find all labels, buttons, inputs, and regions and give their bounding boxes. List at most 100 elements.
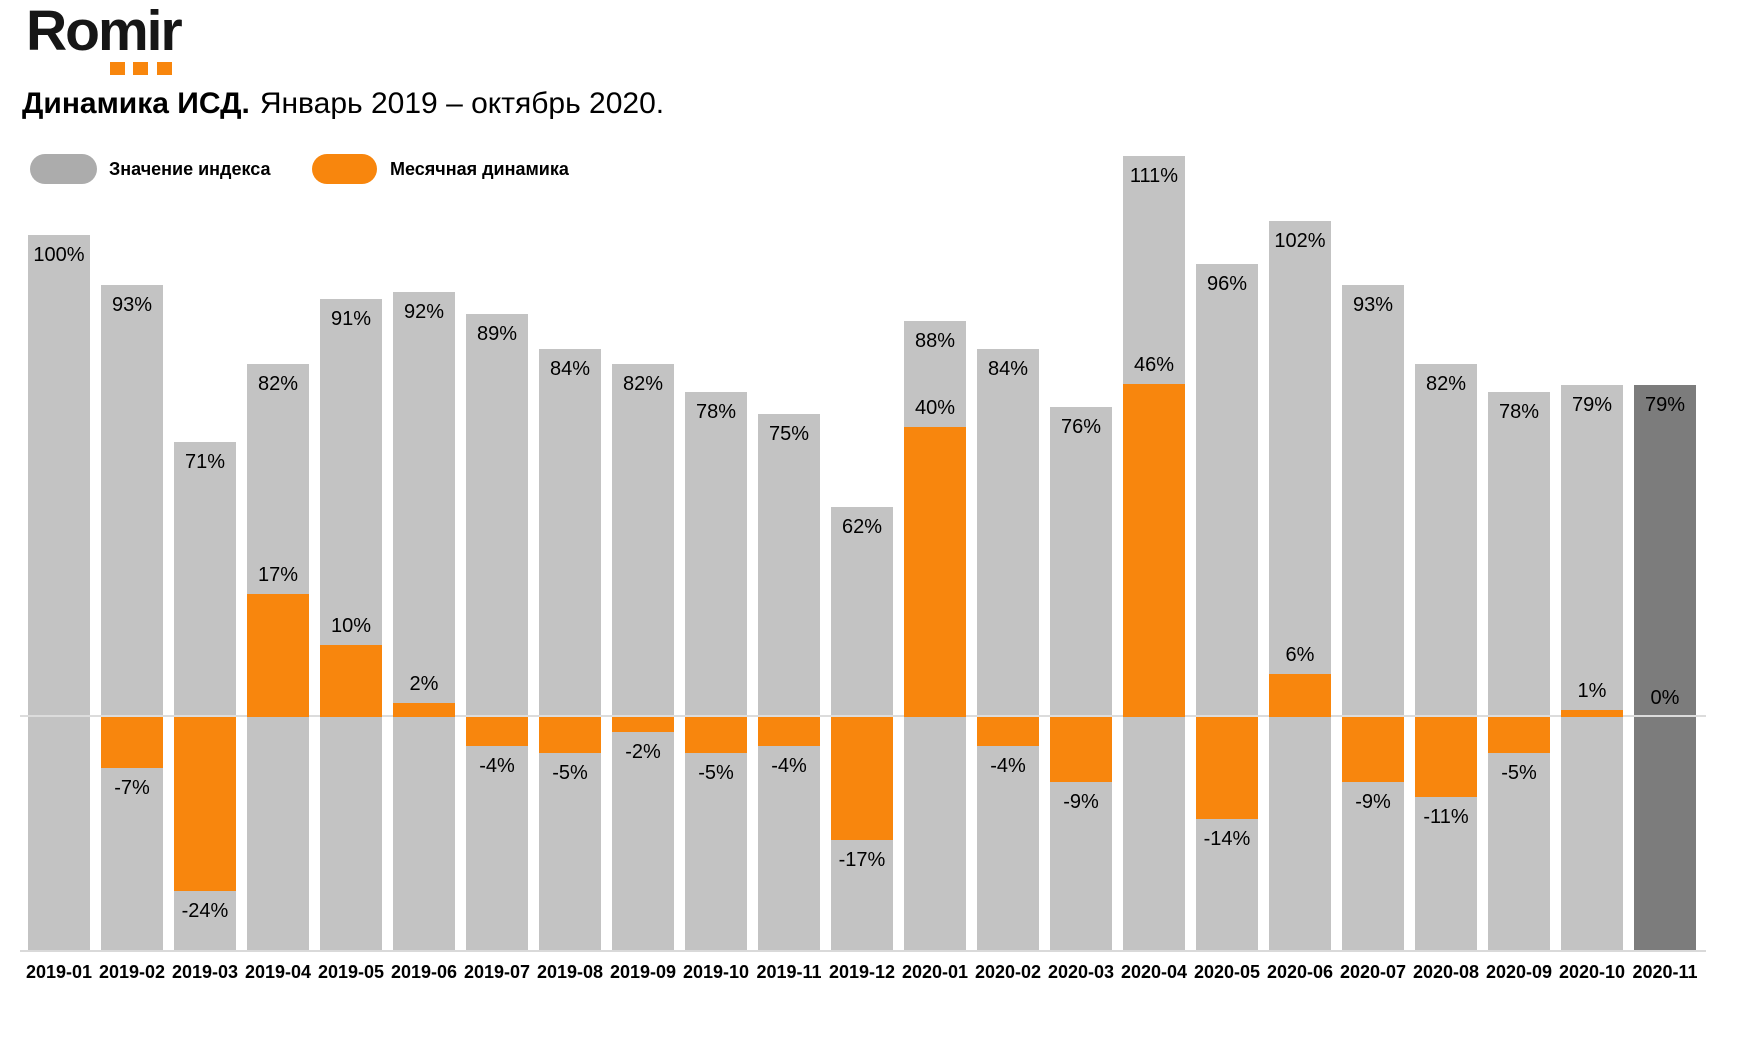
dynamics-bar	[612, 717, 674, 732]
index-bar	[28, 235, 90, 950]
dynamics-bar	[539, 717, 601, 754]
x-axis-label-2020-03: 2020-03	[1047, 962, 1115, 982]
title-period: Январь 2019 – октябрь 2020.	[259, 87, 665, 120]
x-axis-line	[20, 950, 1706, 952]
bar-column-2020-11: 79% 0% 2020-11	[1632, 0, 1698, 1000]
index-bar	[977, 349, 1039, 950]
romir-logo-dots-icon	[110, 62, 240, 76]
x-axis-label-2020-02: 2020-02	[974, 962, 1042, 982]
index-value-label: 78%	[695, 401, 737, 424]
dynamics-bar	[466, 717, 528, 746]
legend-index-label: Значение индекса	[109, 159, 271, 179]
dynamics-bar	[685, 717, 747, 754]
dynamics-value-label: 10%	[330, 614, 372, 637]
x-axis-label-2020-08: 2020-08	[1412, 962, 1480, 982]
dynamics-bar	[1415, 717, 1477, 797]
index-value-label: 62%	[841, 515, 883, 538]
index-value-label: 71%	[184, 451, 226, 474]
index-value-label: 82%	[622, 372, 664, 395]
index-bar	[393, 292, 455, 950]
dynamics-bar	[320, 644, 382, 717]
dynamics-value-label: 1%	[1577, 679, 1607, 702]
dynamics-value-label: -11%	[1423, 805, 1469, 828]
x-axis-label-2020-10: 2020-10	[1558, 962, 1626, 982]
index-bar	[466, 313, 528, 950]
dynamics-value-label: -5%	[552, 762, 588, 785]
index-bar	[320, 299, 382, 950]
dynamics-value-label: -5%	[1501, 762, 1537, 785]
x-axis-label-2019-12: 2019-12	[828, 962, 896, 982]
index-value-label: 102%	[1274, 229, 1326, 252]
dynamics-bar	[1050, 717, 1112, 783]
bar-column-2019-03: 71% -24% 2019-03	[172, 0, 238, 1000]
dynamics-bar	[977, 717, 1039, 746]
romir-logo: Romir	[26, 0, 286, 85]
index-bar	[1561, 385, 1623, 950]
dynamics-bar	[1561, 709, 1623, 717]
index-value-label: 79%	[1571, 394, 1613, 417]
dynamics-bar	[1488, 717, 1550, 754]
index-value-label: 92%	[403, 301, 445, 324]
x-axis-label-2019-06: 2019-06	[390, 962, 458, 982]
x-axis-label-2019-02: 2019-02	[98, 962, 166, 982]
index-value-label: 89%	[476, 322, 518, 345]
index-bar	[1196, 263, 1258, 950]
dynamics-value-label: 40%	[914, 397, 956, 419]
bar-column-2020-08: 82% -11% 2020-08	[1413, 0, 1479, 1000]
bar-column-2019-04: 82% 17% 2019-04	[245, 0, 311, 1000]
index-value-label: 79%	[1644, 394, 1686, 417]
x-axis-label-2020-05: 2020-05	[1193, 962, 1261, 982]
x-axis-label-2020-09: 2020-09	[1485, 962, 1553, 982]
dynamics-value-label: 6%	[1285, 643, 1315, 666]
dynamics-value-label: 2%	[409, 672, 439, 695]
dynamics-value-label: -5%	[698, 762, 734, 785]
dynamics-value-label: -17%	[838, 849, 886, 872]
bar-column-2020-09: 78% -5% 2020-09	[1486, 0, 1552, 1000]
page-title: Динамика ИСД. Январь 2019 – октябрь 2020.	[22, 84, 664, 124]
logo-dot-icon	[133, 62, 148, 75]
index-value-label: 82%	[257, 372, 299, 395]
bar-column-2020-10: 79% 1% 2020-10	[1559, 0, 1625, 1000]
title-main: Динамика ИСД.	[22, 87, 250, 120]
index-bar	[1415, 363, 1477, 950]
dynamics-bar	[831, 717, 893, 841]
index-value-label: 93%	[111, 294, 153, 317]
index-value-label: 88%	[914, 329, 956, 352]
legend-index-swatch	[30, 154, 97, 184]
dynamics-value-label: -14%	[1203, 827, 1251, 850]
index-bar	[758, 413, 820, 950]
dynamics-value-label: -2%	[625, 740, 661, 763]
index-bar-highlighted	[1634, 385, 1696, 950]
x-axis-label-2020-01: 2020-01	[901, 962, 969, 982]
index-bar	[1050, 406, 1112, 950]
index-value-label: 84%	[987, 358, 1029, 381]
bar-column-2019-10: 78% -5% 2019-10	[683, 0, 749, 1000]
bar-column-2019-02: 93% -7% 2019-02	[99, 0, 165, 1000]
bar-column-2019-05: 91% 10% 2019-05	[318, 0, 384, 1000]
x-axis-label-2019-11: 2019-11	[756, 962, 822, 982]
bar-column-2019-09: 82% -2% 2019-09	[610, 0, 676, 1000]
x-axis-label-2019-04: 2019-04	[244, 962, 312, 982]
x-axis-label-2020-06: 2020-06	[1266, 962, 1334, 982]
bar-column-2019-07: 89% -4% 2019-07	[464, 0, 530, 1000]
logo-dot-icon	[157, 62, 172, 75]
index-bar	[539, 349, 601, 950]
index-value-label: 75%	[768, 422, 810, 445]
index-bar	[1269, 220, 1331, 950]
x-axis-label-2019-05: 2019-05	[317, 962, 385, 982]
index-bar	[101, 285, 163, 950]
index-bar	[612, 363, 674, 950]
x-axis-label-2019-10: 2019-10	[682, 962, 750, 982]
bar-column-2020-05: 96% -14% 2020-05	[1194, 0, 1260, 1000]
dynamics-bar	[101, 717, 163, 768]
bar-column-2019-01: 100% 2019-01	[26, 0, 92, 1000]
romir-logo-text: Romir	[26, 0, 183, 63]
index-value-label: 100%	[33, 244, 85, 266]
dynamics-value-label: -4%	[479, 755, 515, 777]
index-value-label: 96%	[1206, 272, 1248, 295]
dynamics-zero-baseline	[20, 715, 1706, 717]
index-value-label: 111%	[1129, 165, 1179, 188]
dynamics-bar	[174, 717, 236, 891]
x-axis-label-2020-04: 2020-04	[1120, 962, 1188, 982]
